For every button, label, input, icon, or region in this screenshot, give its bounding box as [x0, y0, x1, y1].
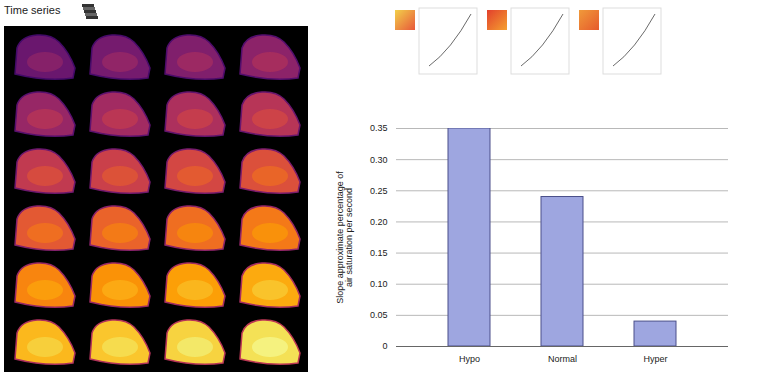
- svg-text:0.05: 0.05: [370, 310, 388, 320]
- svg-text:Hypo: Hypo: [459, 354, 480, 364]
- svg-text:Slope approximate percentage o: Slope approximate percentage ofair satur…: [335, 171, 354, 304]
- svg-text:0.15: 0.15: [370, 248, 388, 258]
- svg-text:0.20: 0.20: [370, 217, 388, 227]
- svg-text:Normal: Normal: [548, 354, 577, 364]
- svg-text:0.35: 0.35: [370, 123, 388, 133]
- svg-text:0.25: 0.25: [370, 186, 388, 196]
- html-text:Time series: Time series: [4, 4, 61, 16]
- svg-text:Hyper: Hyper: [643, 354, 667, 364]
- svg-text:0.10: 0.10: [370, 279, 388, 289]
- svg-text:0.30: 0.30: [370, 155, 388, 165]
- svg-text:0: 0: [382, 341, 387, 351]
